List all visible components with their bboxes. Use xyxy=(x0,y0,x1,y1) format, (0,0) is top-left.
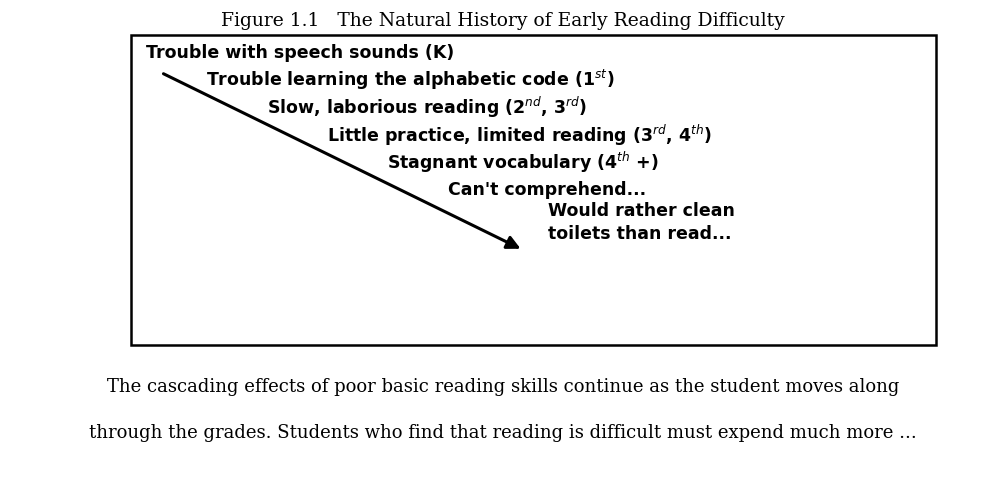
Text: Slow, laborious reading (2$^{nd}$, 3$^{rd}$): Slow, laborious reading (2$^{nd}$, 3$^{r… xyxy=(267,95,586,120)
Text: Trouble learning the alphabetic code (1$^{st}$): Trouble learning the alphabetic code (1$… xyxy=(206,68,615,92)
Text: through the grades. Students who find that reading is difficult must expend much: through the grades. Students who find th… xyxy=(90,424,916,442)
FancyBboxPatch shape xyxy=(131,35,936,345)
Text: The cascading effects of poor basic reading skills continue as the student moves: The cascading effects of poor basic read… xyxy=(107,378,899,396)
Text: Stagnant vocabulary (4$^{th}$ +): Stagnant vocabulary (4$^{th}$ +) xyxy=(387,150,659,175)
Text: Trouble with speech sounds (K): Trouble with speech sounds (K) xyxy=(146,44,454,62)
Text: Would rather clean
toilets than read...: Would rather clean toilets than read... xyxy=(548,202,735,243)
Text: Figure 1.1   The Natural History of Early Reading Difficulty: Figure 1.1 The Natural History of Early … xyxy=(221,12,785,30)
Text: Can't comprehend...: Can't comprehend... xyxy=(448,181,646,199)
Text: Little practice, limited reading (3$^{rd}$, 4$^{th}$): Little practice, limited reading (3$^{rd… xyxy=(327,122,712,148)
